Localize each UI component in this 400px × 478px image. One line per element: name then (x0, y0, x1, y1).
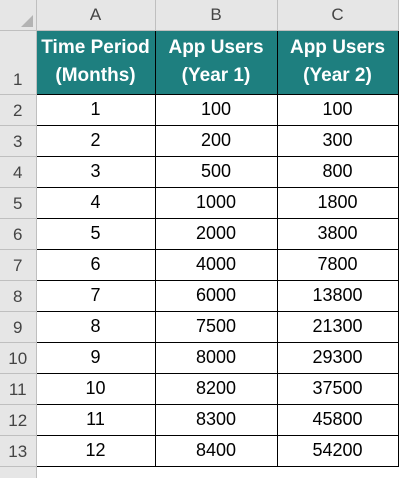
header-line: App Users (168, 37, 264, 58)
row-header[interactable]: 9 (0, 311, 37, 343)
header-cell-app-users-year1[interactable]: App Users (Year 1) (154, 29, 278, 95)
empty-cell[interactable] (155, 466, 277, 478)
table-row: 11 10 8200 37500 (0, 372, 399, 405)
cell-time-period[interactable]: 8 (35, 310, 156, 343)
cell-users-year2[interactable]: 21300 (276, 310, 399, 343)
cell-users-year1[interactable]: 8300 (154, 403, 278, 436)
header-line: App Users (289, 37, 386, 58)
cell-time-period[interactable]: 1 (35, 93, 156, 126)
cell-time-period[interactable]: 10 (35, 372, 156, 405)
row-header-partial[interactable] (0, 466, 37, 478)
header-cell-time-period[interactable]: Time Period (Months) (35, 29, 156, 95)
cell-users-year2[interactable]: 7800 (276, 248, 399, 281)
cell-time-period[interactable]: 7 (35, 279, 156, 312)
row-header[interactable]: 5 (0, 187, 37, 219)
table-row: 6 5 2000 3800 (0, 217, 399, 250)
cell-time-period[interactable]: 6 (35, 248, 156, 281)
row-header[interactable]: 6 (0, 218, 37, 250)
row-header[interactable]: 4 (0, 156, 37, 188)
cell-users-year1[interactable]: 100 (154, 93, 278, 126)
cell-time-period[interactable]: 2 (35, 124, 156, 157)
cell-time-period[interactable]: 11 (35, 403, 156, 436)
cell-users-year1[interactable]: 7500 (154, 310, 278, 343)
cell-users-year1[interactable]: 2000 (154, 217, 278, 250)
cell-users-year2[interactable]: 29300 (276, 341, 399, 374)
column-header-c[interactable]: C (277, 0, 399, 31)
row-header[interactable]: 11 (0, 373, 37, 405)
select-all-corner[interactable] (0, 0, 37, 31)
header-cell-app-users-year2[interactable]: App Users (Year 2) (276, 29, 399, 95)
cell-users-year1[interactable]: 8400 (154, 434, 278, 467)
row-header[interactable]: 10 (0, 342, 37, 374)
table-row: 12 11 8300 45800 (0, 403, 399, 436)
header-line: (Months) (55, 65, 136, 86)
cell-users-year1[interactable]: 8000 (154, 341, 278, 374)
table-row: 4 3 500 800 (0, 155, 399, 188)
table-row: 8 7 6000 13800 (0, 279, 399, 312)
cell-users-year2[interactable]: 45800 (276, 403, 399, 436)
cell-users-year2[interactable]: 300 (276, 124, 399, 157)
column-header-a[interactable]: A (36, 0, 156, 31)
table-row: 2 1 100 100 (0, 93, 399, 126)
table-row: 13 12 8400 54200 (0, 434, 399, 467)
cell-users-year2[interactable]: 3800 (276, 217, 399, 250)
table-row: 9 8 7500 21300 (0, 310, 399, 343)
header-line: (Year 1) (181, 65, 251, 86)
cell-users-year1[interactable]: 6000 (154, 279, 278, 312)
header-line: (Year 2) (303, 65, 372, 86)
header-line: Time Period (41, 37, 150, 58)
row-header[interactable]: 12 (0, 404, 37, 436)
cell-users-year1[interactable]: 200 (154, 124, 278, 157)
row-header[interactable]: 3 (0, 125, 37, 157)
cell-time-period[interactable]: 3 (35, 155, 156, 188)
row-header[interactable]: 13 (0, 435, 37, 467)
cell-time-period[interactable]: 12 (35, 434, 156, 467)
cell-time-period[interactable]: 4 (35, 186, 156, 219)
empty-cell[interactable] (277, 466, 398, 478)
row-header[interactable]: 8 (0, 280, 37, 312)
cell-users-year1[interactable]: 4000 (154, 248, 278, 281)
row-header[interactable]: 2 (0, 94, 37, 126)
table-row: 5 4 1000 1800 (0, 186, 399, 219)
table-row: 7 6 4000 7800 (0, 248, 399, 281)
empty-cell[interactable] (36, 466, 155, 478)
column-header-b[interactable]: B (155, 0, 278, 31)
cell-users-year2[interactable]: 37500 (276, 372, 399, 405)
table-row: 3 2 200 300 (0, 124, 399, 157)
cell-time-period[interactable]: 5 (35, 217, 156, 250)
cell-users-year2[interactable]: 800 (276, 155, 399, 188)
cell-users-year1[interactable]: 1000 (154, 186, 278, 219)
select-all-triangle-icon (20, 14, 33, 27)
row-header-1[interactable]: 1 (0, 30, 37, 95)
cell-users-year1[interactable]: 8200 (154, 372, 278, 405)
cell-users-year2[interactable]: 100 (276, 93, 399, 126)
table-row: 10 9 8000 29300 (0, 341, 399, 374)
row-header[interactable]: 7 (0, 249, 37, 281)
cell-time-period[interactable]: 9 (35, 341, 156, 374)
cell-users-year1[interactable]: 500 (154, 155, 278, 188)
cell-users-year2[interactable]: 1800 (276, 186, 399, 219)
cell-users-year2[interactable]: 13800 (276, 279, 399, 312)
cell-users-year2[interactable]: 54200 (276, 434, 399, 467)
